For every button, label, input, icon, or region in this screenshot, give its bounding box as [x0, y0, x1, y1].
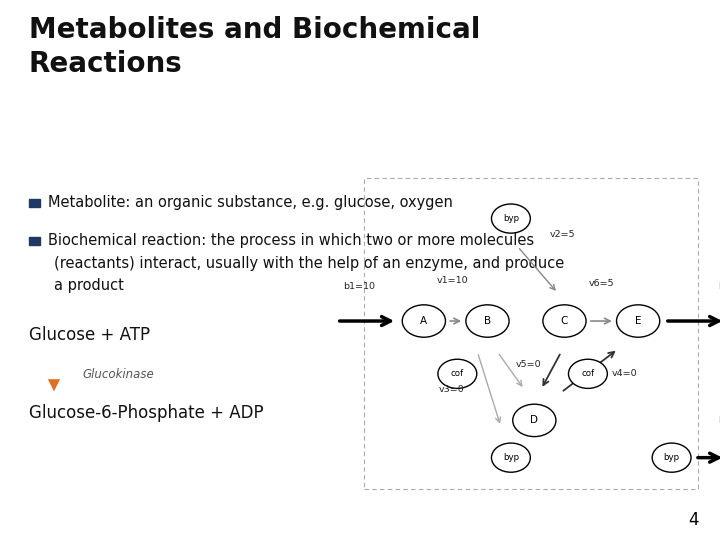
Text: v5=0: v5=0: [516, 360, 541, 369]
Text: b2=5: b2=5: [719, 282, 720, 292]
Circle shape: [402, 305, 446, 337]
Bar: [29, 199, 40, 207]
Text: byp: byp: [503, 453, 519, 462]
Circle shape: [438, 359, 477, 388]
Circle shape: [466, 305, 509, 337]
Circle shape: [569, 359, 608, 388]
Circle shape: [492, 443, 531, 472]
Text: (reactants) interact, usually with the help of an enzyme, and produce: (reactants) interact, usually with the h…: [54, 256, 564, 271]
Text: b3=5: b3=5: [719, 416, 720, 425]
Text: Biochemical reaction: the process in which two or more molecules: Biochemical reaction: the process in whi…: [48, 233, 534, 248]
Text: Metabolites and Biochemical
Reactions: Metabolites and Biochemical Reactions: [29, 16, 480, 78]
Text: E: E: [635, 316, 642, 326]
Text: Glucose + ATP: Glucose + ATP: [29, 326, 150, 344]
Text: C: C: [561, 316, 568, 326]
Text: B: B: [484, 316, 491, 326]
Text: A: A: [420, 316, 428, 326]
Text: cof: cof: [451, 369, 464, 379]
Text: cof: cof: [581, 369, 595, 379]
Circle shape: [513, 404, 556, 436]
Circle shape: [543, 305, 586, 337]
Text: a product: a product: [54, 279, 124, 293]
Bar: [29, 237, 40, 245]
Circle shape: [652, 443, 691, 472]
Text: byp: byp: [503, 214, 519, 223]
Text: b1=10: b1=10: [343, 282, 376, 292]
Circle shape: [616, 305, 660, 337]
Text: v6=5: v6=5: [588, 279, 614, 288]
Text: Metabolite: an organic substance, e.g. glucose, oxygen: Metabolite: an organic substance, e.g. g…: [48, 195, 453, 210]
Bar: [364, 178, 698, 489]
Text: v1=10: v1=10: [436, 276, 468, 285]
Text: v4=0: v4=0: [611, 369, 637, 379]
Text: v3=0: v3=0: [438, 385, 464, 394]
Text: v2=5: v2=5: [549, 230, 575, 239]
Circle shape: [492, 204, 531, 233]
Text: byp: byp: [664, 453, 680, 462]
Text: 4: 4: [688, 511, 698, 529]
Text: D: D: [531, 415, 539, 426]
Text: Glucokinase: Glucokinase: [83, 368, 155, 381]
Text: Glucose-6-Phosphate + ADP: Glucose-6-Phosphate + ADP: [29, 404, 264, 422]
